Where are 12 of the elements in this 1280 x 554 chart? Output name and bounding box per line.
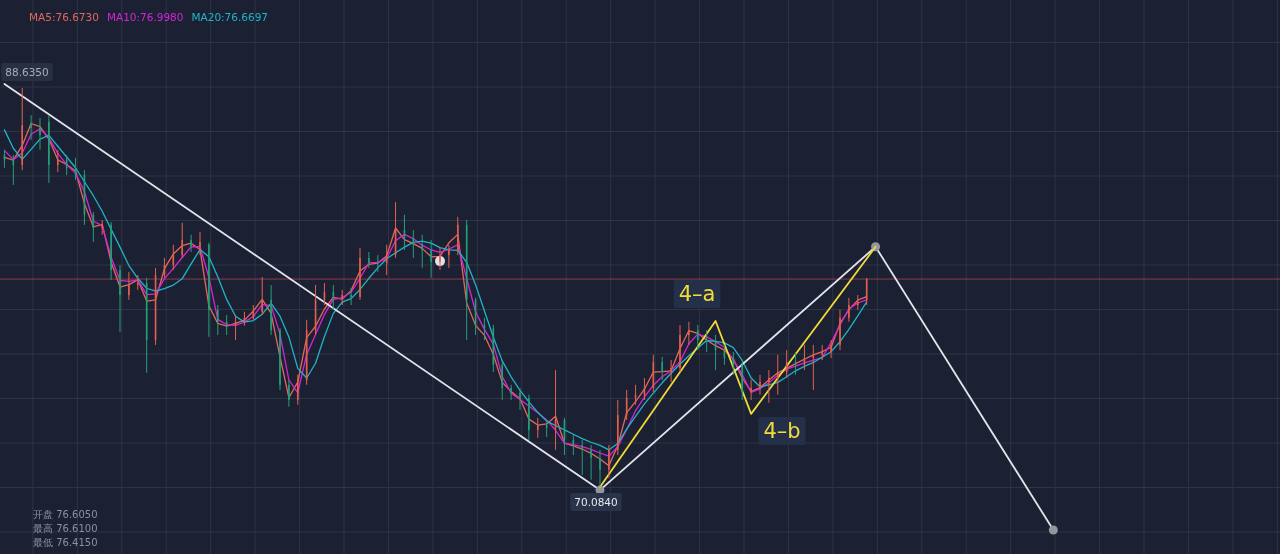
info: 最低 76.4150 [33,537,98,548]
annotation: 4–b [763,419,801,443]
annotation: 88.6350 [1,63,53,81]
series-name: MA5:76.6730 [29,11,99,23]
series-name: MA20:76.6697 [191,11,268,23]
info: 开盘 76.6050 [33,509,98,520]
info: 最高 76.6100 [33,523,98,534]
annotation: 4–b [758,417,806,445]
annotation: 70.0840 [570,493,622,511]
annotation: 4–a [678,282,716,306]
annotation: 4–a [673,280,721,308]
series-name: MA10:76.9980 [106,11,184,23]
